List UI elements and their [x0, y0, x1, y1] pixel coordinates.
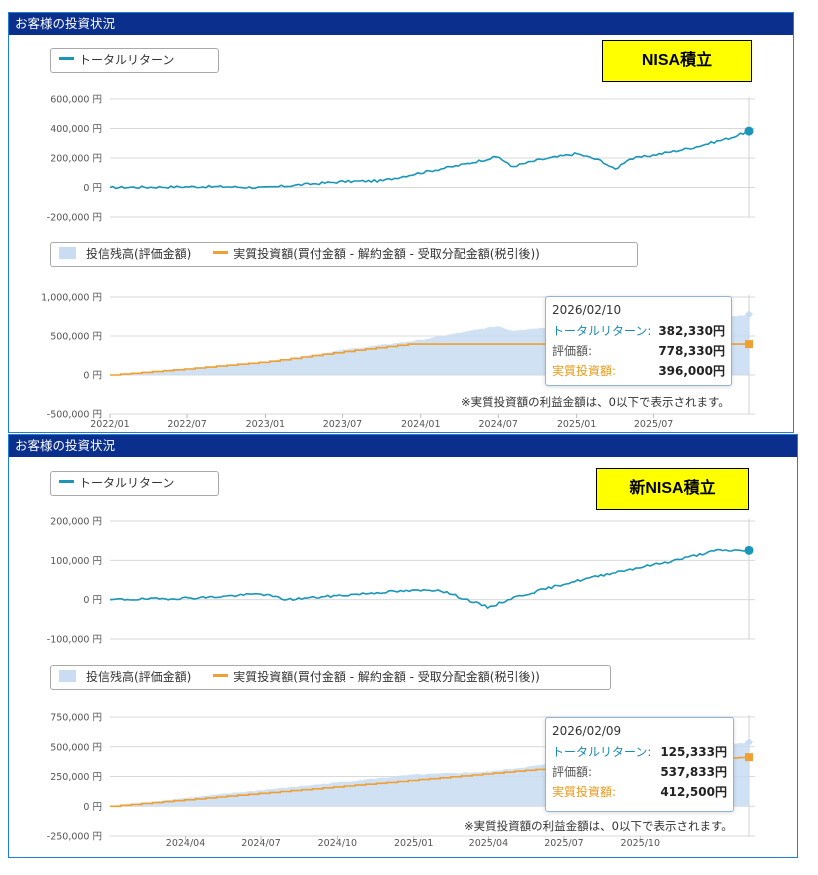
- legend-label: 投信残高(評価金額): [86, 247, 192, 261]
- x-tick-label: 2025/01: [394, 838, 433, 849]
- latest-investment-marker: [745, 340, 753, 349]
- legend-valuation-investment[interactable]: 投信残高(評価金額) 実質投資額(買付金額 - 解約金額 - 受取分配金額(税引…: [50, 242, 638, 267]
- y-tick-label: 750,000 円: [50, 713, 102, 724]
- y-tick-label: 0 円: [83, 371, 102, 382]
- x-tick-label: 2024/04: [166, 838, 205, 849]
- y-tick-label: 1,000,000 円: [41, 293, 102, 304]
- net-investment-line-icon: [213, 674, 229, 677]
- y-tick-label: 400,000 円: [50, 124, 102, 135]
- legend-label: トータルリターン: [79, 53, 175, 67]
- latest-valuation-marker: [745, 310, 753, 319]
- legend-valuation-investment[interactable]: 投信残高(評価金額) 実質投資額(買付金額 - 解約金額 - 受取分配金額(税引…: [50, 665, 611, 690]
- tooltip-total-return-value: 382,330円: [658, 324, 725, 338]
- y-tick-label: -100,000 円: [47, 635, 102, 646]
- tooltip-total-return-label: トータルリターン:: [552, 745, 652, 759]
- valuation-area-icon: [59, 669, 76, 682]
- latest-valuation-marker: [745, 738, 753, 747]
- x-tick-label: 2025/07: [544, 838, 583, 849]
- account-tag: NISA積立: [602, 40, 752, 82]
- legend-total-return[interactable]: トータルリターン: [50, 48, 219, 73]
- y-tick-label: 200,000 円: [50, 517, 102, 528]
- y-tick-label: 500,000 円: [50, 742, 102, 753]
- y-tick-label: 0 円: [83, 183, 102, 194]
- legend-valuation-item[interactable]: 投信残高(評価金額): [59, 243, 191, 266]
- valuation-area-icon: [59, 246, 76, 259]
- y-tick-label: 200,000 円: [50, 154, 102, 165]
- x-tick-label: 2025/10: [621, 838, 660, 849]
- chart-footnote: ※実質投資額の利益金額は、0以下で表示されます。: [461, 395, 730, 409]
- investment-status-panel-nisa: お客様の投資状況 トータルリターン NISA積立 600,000 円 400,00…: [8, 12, 794, 433]
- y-tick-label: 0 円: [83, 595, 102, 606]
- x-tick-label: 2025/04: [469, 838, 508, 849]
- net-investment-line-icon: [213, 251, 229, 254]
- series-total-return-line: [109, 548, 750, 610]
- tooltip-date: 2026/02/09: [552, 724, 622, 738]
- tooltip-valuation-value: 778,330円: [658, 344, 725, 358]
- tooltip-total-return-label: トータルリターン:: [552, 324, 652, 338]
- tooltip-date: 2026/02/10: [552, 303, 622, 317]
- latest-point-marker: [744, 126, 754, 136]
- panel-header: お客様の投資状況: [9, 13, 793, 35]
- tooltip-valuation-value: 537,833円: [660, 765, 727, 779]
- tooltip-valuation-label: 評価額:: [552, 344, 593, 358]
- y-tick-label: 250,000 円: [50, 772, 102, 783]
- legend-investment-item[interactable]: 実質投資額(買付金額 - 解約金額 - 受取分配金額(税引後)): [213, 243, 540, 266]
- y-tick-label: 600,000 円: [50, 95, 102, 106]
- legend-label: トータルリターン: [79, 476, 175, 490]
- x-tick-label: 2023/07: [323, 419, 362, 430]
- x-tick-label: 2024/01: [401, 419, 440, 430]
- investment-status-panel-new-nisa: お客様の投資状況 トータルリターン 新NISA積立 200,000 円 100,0…: [8, 434, 798, 858]
- latest-investment-marker: [745, 753, 753, 762]
- y-tick-label: 500,000 円: [50, 332, 102, 343]
- tooltip-investment-value: 412,500円: [660, 785, 727, 799]
- x-tick-label: 2022/01: [90, 419, 129, 430]
- legend-total-return[interactable]: トータルリターン: [50, 471, 219, 496]
- y-tick-label: 100,000 円: [50, 556, 102, 567]
- total-return-chart: 600,000 円 400,000 円 200,000 円 0 円 -200,000 円: [47, 95, 755, 224]
- latest-point-marker: [744, 545, 754, 555]
- y-tick-label: 0 円: [83, 802, 102, 813]
- tooltip-total-return-value: 125,333円: [660, 745, 727, 759]
- tooltip-investment-label: 実質投資額:: [552, 785, 617, 799]
- tooltip-valuation-label: 評価額:: [552, 765, 593, 779]
- x-tick-label: 2024/07: [241, 838, 280, 849]
- total-return-line-icon: [59, 57, 74, 60]
- series-total-return-line: [109, 130, 750, 190]
- y-tick-label: -200,000 円: [47, 213, 102, 224]
- x-tick-label: 2022/07: [167, 419, 206, 430]
- tooltip-investment-label: 実質投資額:: [552, 364, 617, 378]
- chart-tooltip: 2026/02/10 トータルリターン: 382,330円 評価額: 778,330…: [545, 296, 732, 386]
- x-tick-label: 2025/01: [557, 419, 596, 430]
- account-tag: 新NISA積立: [596, 468, 749, 510]
- y-tick-label: -500,000 円: [47, 410, 102, 421]
- chart-footnote: ※実質投資額の利益金額は、0以下で表示されます。: [464, 819, 733, 833]
- y-tick-label: -250,000 円: [47, 832, 102, 843]
- x-tick-label: 2025/07: [634, 419, 673, 430]
- tooltip-investment-value: 396,000円: [658, 364, 725, 378]
- legend-label: 実質投資額(買付金額 - 解約金額 - 受取分配金額(税引後)): [233, 247, 540, 261]
- chart-tooltip: 2026/02/09 トータルリターン: 125,333円 評価額: 537,833…: [545, 717, 734, 812]
- legend-label: 実質投資額(買付金額 - 解約金額 - 受取分配金額(税引後)): [233, 670, 540, 684]
- x-tick-label: 2024/10: [318, 838, 357, 849]
- legend-label: 投信残高(評価金額): [86, 670, 192, 684]
- x-tick-label: 2024/07: [479, 419, 518, 430]
- x-tick-label: 2023/01: [246, 419, 285, 430]
- legend-investment-item[interactable]: 実質投資額(買付金額 - 解約金額 - 受取分配金額(税引後)): [213, 666, 540, 689]
- total-return-line-icon: [59, 480, 74, 483]
- panel-header: お客様の投資状況: [9, 435, 797, 457]
- legend-valuation-item[interactable]: 投信残高(評価金額): [59, 666, 191, 689]
- total-return-chart: 200,000 円 100,000 円 0 円 -100,000 円: [47, 517, 755, 646]
